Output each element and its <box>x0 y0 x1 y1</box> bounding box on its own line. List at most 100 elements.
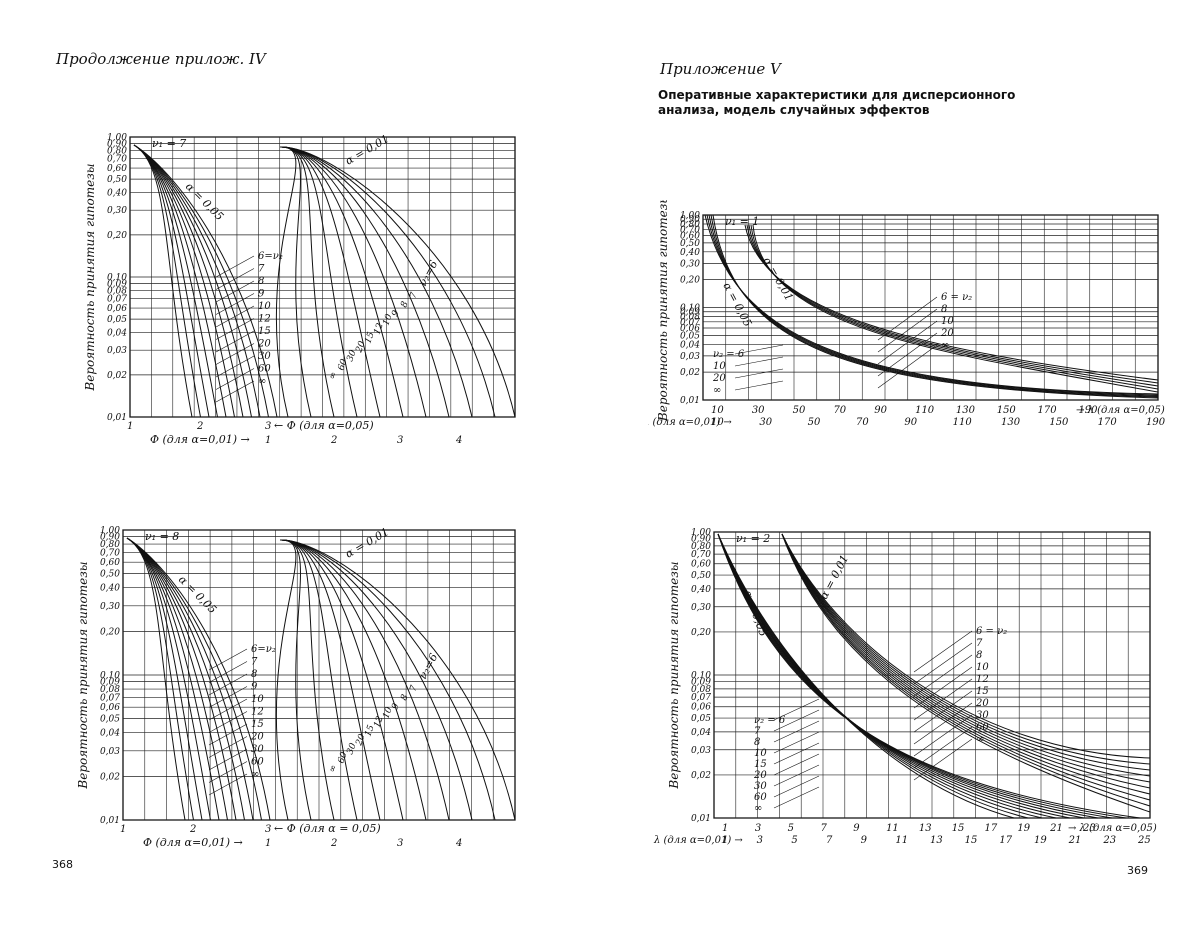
legend-leader <box>914 655 972 696</box>
right-page-header: Приложение V <box>660 60 781 78</box>
nu2-legend-label: 7 <box>976 638 983 649</box>
y-tick-label: 0,02 <box>107 371 127 381</box>
nu2-legend-label: 9 <box>251 682 258 693</box>
x-tick-label-a05: 9 <box>853 823 860 834</box>
legend-leader <box>774 787 819 808</box>
nu2-legend-label: 30 <box>754 781 767 792</box>
nu2-curve-label: ∞ <box>327 371 339 381</box>
y-axis-label: Вероятность принятия гипотезы <box>667 561 681 789</box>
y-tick-label: 0,50 <box>107 175 127 185</box>
x-axis-label-a01: λ (для α=0,01) → <box>648 417 732 428</box>
x-tick-label-a01: 21 <box>1068 835 1082 846</box>
x-tick-label-a01: 7 <box>826 835 833 846</box>
x-tick-label-a05: 50 <box>793 405 806 416</box>
y-tick-label: 0,02 <box>680 368 700 378</box>
title-line-2: анализа, модель случайных эффектов <box>658 103 1015 118</box>
x-tick-label-a01: 190 <box>1146 417 1166 428</box>
y-tick-label: 0,20 <box>680 276 700 286</box>
x-tick-label-a01: 25 <box>1137 835 1151 846</box>
nu2-legend-label: 10 <box>976 662 989 673</box>
legend-leader <box>216 306 254 327</box>
legend-leader <box>216 331 254 352</box>
curve-alpha-005 <box>718 534 1070 818</box>
nu2-legend-label: 15 <box>251 719 264 730</box>
x-axis-label-a01: Φ (для α=0,01) → <box>143 836 243 849</box>
nu2-legend-label: 20 <box>250 732 264 743</box>
x-tick-label-a01: 5 <box>791 835 797 846</box>
y-tick-label: 0,06 <box>107 304 127 314</box>
y-tick-label: 0,20 <box>691 628 711 638</box>
x-tick-label-a05: 4 <box>455 838 462 849</box>
nu2-legend-label: 8 <box>754 737 760 748</box>
x-tick-label-a05: 4 <box>455 435 462 446</box>
legend-leader <box>914 667 972 708</box>
x-tick-label-a05: 30 <box>752 405 765 416</box>
x-tick-label-a05: 1 <box>265 838 271 849</box>
nu2-legend-label: 9 <box>258 289 265 300</box>
nu2-legend-label: 7 <box>258 264 265 275</box>
legend-leader <box>774 754 819 775</box>
x-tick-label-a05: 19 <box>1017 823 1030 834</box>
nu1-label: ν₁ = 2 <box>736 532 770 545</box>
x-tick-label-a01: 3 <box>265 824 271 835</box>
nu2-legend-label: ν₂ = 6 <box>713 349 745 360</box>
nu2-legend-label: 10 <box>251 694 264 705</box>
x-axis-label-a01: Φ (для α=0,01) → <box>150 433 250 446</box>
y-tick-label: 0,01 <box>680 396 700 406</box>
nu2-legend-label: 8 <box>976 650 982 661</box>
chart-nu1-8: 1,000,900,800,700,600,500,400,300,200,10… <box>55 518 555 858</box>
nu2-curve-label: 8 <box>399 693 410 702</box>
curve-alpha-005 <box>134 145 277 417</box>
x-tick-label-a05: 7 <box>820 823 827 834</box>
legend-leader <box>209 737 247 758</box>
legend-leader <box>735 381 783 390</box>
y-tick-label: 0,05 <box>107 315 127 325</box>
y-tick-label: 0,05 <box>691 714 711 724</box>
y-tick-label: 0,50 <box>100 570 120 580</box>
legend-leader <box>914 643 972 684</box>
x-tick-label-a05: 3 <box>397 435 403 446</box>
x-tick-label-a01: 70 <box>856 417 869 428</box>
x-tick-label-a01: 2 <box>196 421 203 432</box>
nu2-legend-label: ∞ <box>941 340 949 351</box>
x-tick-label-a05: 1 <box>265 435 271 446</box>
x-tick-label-a05: 3 <box>397 838 403 849</box>
y-tick-label: 0,50 <box>691 571 711 581</box>
nu2-curve-label: 8 <box>399 300 410 309</box>
x-tick-label-a01: 13 <box>930 835 943 846</box>
legend-leader <box>216 256 254 277</box>
nu2-legend-label: 30 <box>976 710 989 721</box>
x-axis-label-a05: ← Φ (для α = 0,05) <box>274 822 381 835</box>
nu2-legend-label: 6=ν₂ <box>251 644 276 655</box>
curve-alpha-001 <box>276 147 296 417</box>
x-tick-label-a05: 2 <box>330 838 337 849</box>
legend-leader <box>209 687 247 708</box>
y-tick-label: 0,03 <box>680 352 700 362</box>
nu2-legend-label: 15 <box>976 686 989 697</box>
nu2-legend-label: 15 <box>258 326 271 337</box>
x-tick-label-a01: 2 <box>189 824 196 835</box>
y-tick-label: 0,70 <box>100 548 120 558</box>
x-tick-label-a05: 17 <box>985 823 998 834</box>
curve-alpha-005 <box>127 538 219 820</box>
x-axis-label-a05: ← Φ (для α=0,05) <box>274 419 374 432</box>
nu2-legend-label: 6 = ν₂ <box>976 626 1007 637</box>
y-tick-label: 0,04 <box>100 729 120 739</box>
nu2-legend-label: 10 <box>713 361 726 372</box>
nu2-legend-label: 10 <box>941 316 954 327</box>
chart-nu1-1: 1,000,900,800,700,600,500,400,300,200,10… <box>648 200 1178 440</box>
y-axis-label: Вероятность принятия гипотезы <box>83 163 97 391</box>
y-tick-label: 0,60 <box>100 558 120 568</box>
y-tick-label: 0,04 <box>107 329 127 339</box>
curve-alpha-005 <box>707 215 1158 395</box>
x-tick-label-a05: 15 <box>952 823 965 834</box>
y-tick-label: 0,60 <box>691 560 711 570</box>
x-tick-label-a01: 90 <box>904 417 917 428</box>
y-tick-label: 0,06 <box>691 703 711 713</box>
y-axis-label: Вероятность принятия гипотезы <box>656 200 670 422</box>
x-tick-label-a01: 1 <box>127 421 133 432</box>
x-tick-label-a05: 170 <box>1038 405 1058 416</box>
page-number-right: 369 <box>1127 864 1148 877</box>
curve-alpha-001 <box>280 540 334 820</box>
x-tick-label-a05: 11 <box>886 823 899 834</box>
